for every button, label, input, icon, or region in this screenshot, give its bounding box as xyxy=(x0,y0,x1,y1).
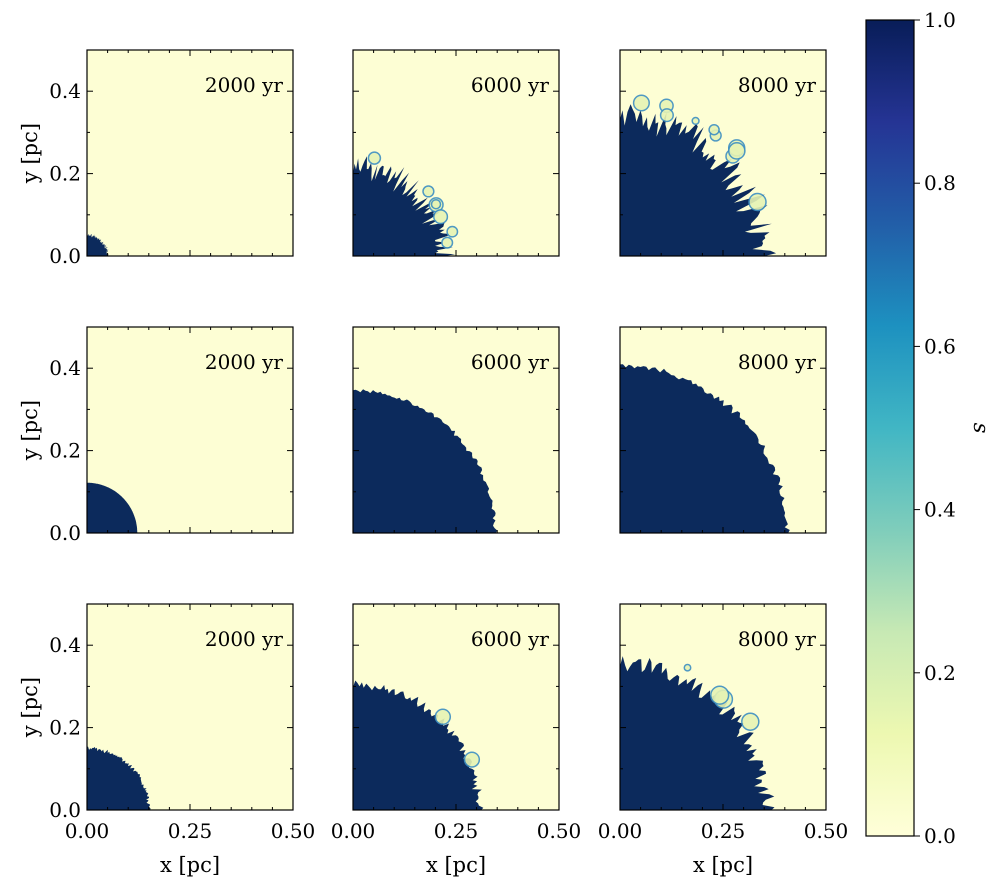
panel-time-label: 2000 yr xyxy=(205,73,284,97)
y-tick-label: 0.0 xyxy=(49,244,81,268)
colorbar-tick-label: 1.0 xyxy=(924,8,956,32)
panel-time-label: 8000 yr xyxy=(738,627,817,651)
mixing-plume xyxy=(441,236,454,249)
x-tick-label: 0.50 xyxy=(271,819,316,843)
mixing-plume xyxy=(683,663,692,672)
panel-time-label: 6000 yr xyxy=(471,73,550,97)
mixing-plume xyxy=(659,108,674,123)
panel-r0-c0: 2000 yr 0.0 0.2 0.4 y [pc] xyxy=(18,49,294,268)
mixing-plume xyxy=(710,685,730,705)
field-layer xyxy=(620,94,777,256)
panel-r0-c2: 8000 yr xyxy=(619,49,827,257)
panel-time-label: 8000 yr xyxy=(738,350,817,374)
mixing-plume xyxy=(741,712,760,731)
mixing-plume xyxy=(632,94,650,112)
panel-time-label: 6000 yr xyxy=(471,350,550,374)
high-s-region xyxy=(620,104,777,256)
tick-marks xyxy=(86,49,294,257)
colorbar-tick-label: 0.4 xyxy=(924,498,956,522)
high-s-region xyxy=(87,233,110,256)
y-tick-label: 0.0 xyxy=(49,798,81,822)
mixing-plume xyxy=(463,751,481,768)
tick-marks xyxy=(86,326,294,534)
colorbar-tick-label: 0.8 xyxy=(924,171,956,195)
y-tick-label: 0.2 xyxy=(49,162,81,186)
panel-r1-c0: 2000 yr 0.0 0.2 0.4 y [pc] xyxy=(18,326,294,545)
panel-time-label: 6000 yr xyxy=(471,627,550,651)
x-tick-label: 0.25 xyxy=(168,819,213,843)
y-tick-label: 0.4 xyxy=(49,79,81,103)
x-tick-label: 0.50 xyxy=(804,819,849,843)
colorbar-tick-label: 0.6 xyxy=(924,334,956,358)
x-tick-label: 0.50 xyxy=(537,819,582,843)
field-layer xyxy=(87,746,151,810)
field-layer xyxy=(620,364,790,533)
y-tick-label: 0.0 xyxy=(49,521,81,545)
x-tick-label: 0.25 xyxy=(434,819,479,843)
tick-marks xyxy=(619,603,827,811)
colorbar-tick-label: 0.2 xyxy=(924,661,956,685)
x-tick-label: 0.00 xyxy=(65,819,110,843)
tick-marks xyxy=(619,326,827,534)
tick-marks xyxy=(86,603,294,811)
y-tick-label: 0.2 xyxy=(49,716,81,740)
mixing-plume xyxy=(446,225,459,238)
y-axis-label: y [pc] xyxy=(18,400,42,461)
mixing-plume xyxy=(708,123,720,136)
x-axis-label: x [pc] xyxy=(160,853,220,877)
panel-time-label: 8000 yr xyxy=(738,73,817,97)
y-axis-label: y [pc] xyxy=(18,677,42,738)
panel-r0-c1: 6000 yr xyxy=(352,49,560,257)
field-layer xyxy=(87,233,110,256)
high-s-region xyxy=(620,656,775,810)
tick-marks xyxy=(352,603,560,811)
mixing-plume xyxy=(691,116,700,126)
x-axis-label: x [pc] xyxy=(426,853,486,877)
x-tick-label: 0.00 xyxy=(331,819,376,843)
mixing-plume xyxy=(430,198,442,210)
tick-marks xyxy=(619,49,827,257)
y-tick-label: 0.4 xyxy=(49,633,81,657)
high-s-region xyxy=(87,746,151,810)
field-layer xyxy=(353,389,498,533)
field-layer xyxy=(87,482,138,533)
x-axis-label: x [pc] xyxy=(693,853,753,877)
field-layer xyxy=(353,151,459,256)
colorbar-gradient xyxy=(865,19,915,837)
high-s-region xyxy=(353,156,456,256)
field-layer xyxy=(353,680,484,810)
tick-marks xyxy=(352,326,560,534)
panel-r2-c0: 2000 yr 0.0 0.2 0.4 y [pc] 0.00 0.25 0.50 x [pc] xyxy=(18,603,316,877)
x-tick-label: 0.25 xyxy=(701,819,746,843)
x-tick-label: 0.00 xyxy=(598,819,643,843)
mixing-plume xyxy=(434,708,452,726)
mixing-plume xyxy=(727,142,746,160)
panel-grid: 2000 yr 0.0 0.2 0.4 y [pc] 6000 yr 8000 yr 2000… xyxy=(18,49,849,877)
high-s-region xyxy=(620,364,790,533)
colorbar-label: s xyxy=(969,423,993,434)
mixing-plume xyxy=(367,151,382,165)
high-s-region xyxy=(87,482,138,533)
panel-r1-c1: 6000 yr xyxy=(352,326,560,534)
panel-r2-c1: 6000 yr 0.00 0.25 0.50 x [pc] xyxy=(331,603,582,877)
high-s-region xyxy=(353,389,498,533)
mixing-plume xyxy=(422,185,435,198)
field-layer xyxy=(620,656,775,810)
mixing-plume xyxy=(433,209,449,225)
y-axis-label: y [pc] xyxy=(18,123,42,184)
mixing-plume xyxy=(748,192,767,212)
y-tick-label: 0.2 xyxy=(49,439,81,463)
colorbar-tick-label: 0.0 xyxy=(924,824,956,848)
panel-background xyxy=(87,50,293,256)
y-tick-label: 0.4 xyxy=(49,356,81,380)
panel-time-label: 2000 yr xyxy=(205,627,284,651)
tick-marks xyxy=(352,49,560,257)
high-s-region xyxy=(353,680,484,810)
panel-r1-c2: 8000 yr xyxy=(619,326,827,534)
panel-time-label: 2000 yr xyxy=(205,350,284,374)
panel-r2-c2: 8000 yr 0.00 0.25 0.50 x [pc] xyxy=(598,603,849,877)
colorbar: 0.0 0.2 0.4 0.6 0.8 1.0 s xyxy=(865,8,993,848)
